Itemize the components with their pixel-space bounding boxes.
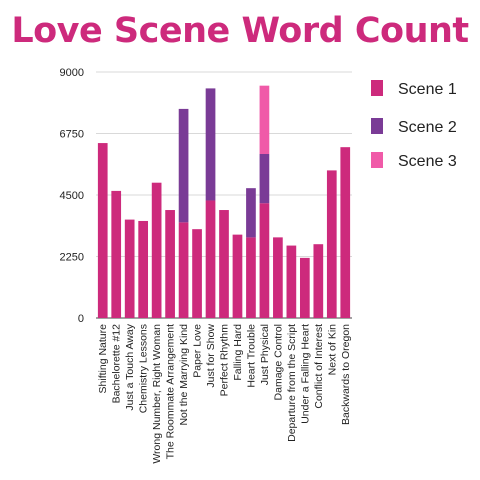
x-tick-label: Shifting Nature (97, 324, 109, 394)
x-tick-label: The Roommate Arrangement (165, 324, 177, 459)
bar-1-9 (219, 210, 229, 318)
bar-1-2 (124, 219, 135, 318)
chart-title: Love Scene Word Count (11, 11, 469, 51)
bar-1-14 (286, 245, 297, 318)
bar-1-13 (273, 237, 283, 318)
bar-1-3 (138, 220, 149, 318)
x-tick-label: Just for Show (205, 324, 217, 388)
x-tick-label: Paper Love (192, 324, 204, 378)
x-tick-label: Departure from the Script (286, 324, 298, 442)
bar-1-11 (246, 237, 256, 318)
bar-1-6 (178, 222, 189, 318)
bar-2-6 (178, 108, 189, 223)
bar-1-5 (165, 210, 175, 318)
x-tick-label: Not the Marrying Kind (178, 324, 190, 426)
bar-layer (97, 85, 351, 318)
bar-1-7 (192, 229, 202, 318)
bar-2-12 (259, 154, 270, 204)
legend-swatch-3 (371, 152, 383, 168)
legend-swatch-2 (371, 118, 383, 134)
x-tick-label: Backwards to Oregon (340, 324, 352, 425)
x-tick-label: Damage Control (272, 324, 284, 400)
legend-label-3: Scene 3 (398, 153, 457, 170)
x-tick-label: Wrong Number, Right Woman (151, 324, 163, 464)
bar-1-4 (151, 182, 162, 318)
bar-1-18 (340, 147, 351, 318)
bar-2-11 (246, 188, 256, 238)
x-tick-label: Conflict of Interest (313, 324, 325, 409)
x-tick-label: Under a Falling Heart (299, 324, 311, 424)
bar-1-10 (232, 234, 243, 318)
bar-1-1 (111, 190, 122, 318)
legend-swatch-1 (371, 80, 383, 96)
bar-1-17 (326, 170, 337, 318)
y-tick-label: 4500 (60, 190, 84, 202)
x-tick-label: Next of Kin (326, 324, 338, 376)
x-tick-label: Perfect Rhythm (219, 324, 231, 397)
bar-1-15 (299, 257, 310, 318)
legend-label-1: Scene 1 (398, 81, 457, 98)
bar-2-8 (205, 88, 216, 201)
bar-1-8 (205, 200, 216, 318)
bar-1-16 (313, 244, 324, 318)
x-tick-label: Just a Touch Away (124, 323, 136, 410)
bar-1-0 (97, 143, 108, 318)
y-tick-label: 9000 (60, 67, 84, 79)
y-tick-label: 0 (78, 313, 84, 325)
y-tick-label: 6750 (60, 129, 84, 141)
x-tick-label: Heart Trouble (245, 324, 257, 388)
x-tick-label: Just Physical (259, 324, 271, 385)
x-tick-label: Falling Hard (232, 324, 244, 381)
x-tick-label: Chemistry Lessons (138, 324, 150, 413)
axis-layer: 0 2250 4500 6750 9000 Shifting Nature Bachelor… (60, 67, 352, 464)
y-tick-label: 2250 (60, 252, 84, 264)
x-tick-label: Bachelorette #12 (111, 324, 123, 404)
bar-3-12 (259, 85, 270, 154)
bar-1-12 (259, 203, 270, 318)
legend: Scene 1 Scene 2 Scene 3 (371, 80, 457, 170)
legend-label-2: Scene 2 (398, 119, 457, 136)
